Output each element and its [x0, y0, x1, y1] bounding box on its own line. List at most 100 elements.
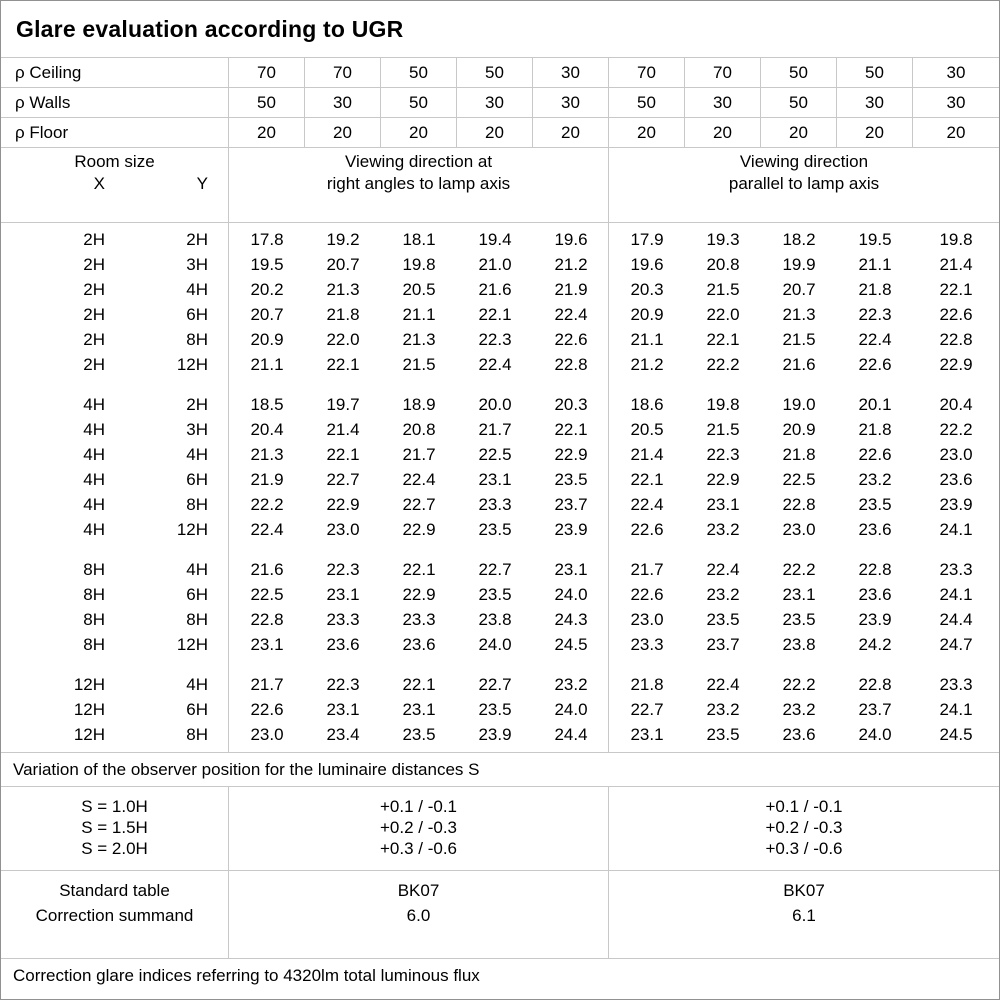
room-size-y: 6H: [186, 305, 208, 324]
reflectance-value: 20: [684, 118, 760, 147]
ugr-value: 23.6: [326, 635, 360, 654]
s-correction-right-angles: +0.3 / -0.6: [379, 839, 458, 858]
ugr-value: 22.8: [939, 330, 973, 349]
ugr-table-row: 2H 6H 20.7 21.8 21.1 22.1 22.4 20.9 22.0 21.3 22.3…: [1, 302, 999, 327]
title-row: Glare evaluation according to UGR: [1, 1, 999, 58]
room-size-y: 6H: [186, 470, 208, 489]
room-size-x: 4H: [83, 520, 105, 539]
standard-correction-parallel: 6.1: [792, 906, 816, 925]
ugr-value: 23.7: [858, 700, 892, 719]
standard-correction-label: Standard table: [59, 881, 170, 900]
ugr-value: 21.2: [554, 255, 588, 274]
ugr-value: 22.2: [782, 675, 816, 694]
room-size-x: 4H: [83, 420, 105, 439]
ugr-value: 23.7: [706, 635, 740, 654]
ugr-value: 22.1: [326, 355, 360, 374]
room-size-y: 12H: [176, 635, 208, 654]
ugr-table-row: 2H 2H 17.8 19.2 18.1 19.4 19.6 17.9 19.3 18.2 19.5…: [1, 227, 999, 252]
ugr-value: 23.6: [402, 635, 436, 654]
ugr-value: 23.5: [706, 725, 740, 744]
ugr-value: 20.8: [706, 255, 740, 274]
ugr-value: 22.8: [782, 495, 816, 514]
footer-note: Correction glare indices referring to 43…: [13, 966, 480, 985]
ugr-value: 22.5: [782, 470, 816, 489]
ugr-value: 21.8: [858, 420, 892, 439]
ugr-value: 21.2: [630, 355, 664, 374]
spacer: [208, 492, 229, 517]
ugr-value: 23.3: [939, 560, 973, 579]
divider-line-middle: [608, 223, 609, 752]
ugr-value: 21.5: [782, 330, 816, 349]
ugr-value: 19.8: [402, 255, 436, 274]
reflectance-value: 30: [912, 88, 999, 117]
ugr-value: 18.6: [630, 395, 664, 414]
parallel-heading-line1: Viewing direction: [739, 152, 869, 171]
ugr-value: 21.0: [478, 255, 512, 274]
ugr-value: 19.8: [706, 395, 740, 414]
reflectance-value: 70: [684, 58, 760, 87]
ugr-value: 20.3: [554, 395, 588, 414]
ugr-value: 23.9: [858, 610, 892, 629]
ugr-table-row: 12H 4H 21.7 22.3 22.1 22.7 23.2 21.8 22.4 22.2 22.…: [1, 672, 999, 697]
room-size-y: 3H: [186, 255, 208, 274]
spacer: [208, 227, 229, 252]
ugr-value: 22.7: [326, 470, 360, 489]
reflectance-value: 30: [684, 88, 760, 117]
ugr-value: 22.9: [326, 495, 360, 514]
right-angles-heading: Viewing direction at right angles to lam…: [228, 148, 608, 222]
ugr-value: 23.1: [326, 700, 360, 719]
ugr-value: 22.6: [554, 330, 588, 349]
spacer: [208, 557, 229, 582]
ugr-value: 17.9: [630, 230, 664, 249]
room-size-x: 2H: [83, 330, 105, 349]
room-size-x: 4H: [83, 445, 105, 464]
ugr-value: 23.9: [939, 495, 973, 514]
ugr-value: 23.1: [478, 470, 512, 489]
ugr-value: 22.6: [939, 305, 973, 324]
ugr-value: 22.3: [478, 330, 512, 349]
standard-correction-right-angles-values: BK07 6.0: [228, 871, 608, 958]
ugr-table-row: 2H 3H 19.5 20.7 19.8 21.0 21.2 19.6 20.8 19.9 21.1…: [1, 252, 999, 277]
ugr-value: 21.1: [402, 305, 436, 324]
ugr-value: 19.2: [326, 230, 360, 249]
ugr-value: 21.7: [630, 560, 664, 579]
ugr-value: 24.1: [939, 585, 973, 604]
ugr-value: 23.5: [782, 610, 816, 629]
ugr-value: 21.5: [402, 355, 436, 374]
ugr-value: 22.4: [250, 520, 284, 539]
ugr-value: 22.9: [402, 520, 436, 539]
ugr-value: 23.2: [858, 470, 892, 489]
standard-correction-section: Standard table Correction summand BK07 6.0…: [1, 871, 999, 959]
ugr-value: 22.6: [858, 355, 892, 374]
reflectance-value: 30: [456, 88, 532, 117]
ugr-value: 23.5: [478, 700, 512, 719]
ugr-value: 22.5: [250, 585, 284, 604]
ugr-table-row: 4H 2H 18.5 19.7 18.9 20.0 20.3 18.6 19.8 19.0 20.1…: [1, 392, 999, 417]
ugr-value: 23.2: [782, 700, 816, 719]
ugr-value: 19.0: [782, 395, 816, 414]
reflectance-row: ρ Ceiling 70 70 50 50 30 70 70 50 50 30: [1, 58, 999, 88]
ugr-value: 23.3: [478, 495, 512, 514]
ugr-value: 24.2: [858, 635, 892, 654]
room-size-x: 2H: [83, 230, 105, 249]
ugr-value: 23.2: [706, 520, 740, 539]
reflectance-value: 50: [456, 58, 532, 87]
ugr-value: 23.2: [706, 585, 740, 604]
ugr-value: 23.1: [326, 585, 360, 604]
ugr-value: 22.6: [630, 520, 664, 539]
s-variation-labels: S = 1.0H S = 1.5H S = 2.0H: [1, 787, 228, 870]
room-size-y: 4H: [186, 280, 208, 299]
s-distance-label: S = 1.5H: [81, 818, 148, 837]
reflectance-value: 70: [228, 58, 304, 87]
xy-labels: X Y: [1, 173, 228, 195]
spacer: [208, 607, 229, 632]
room-size-x: 8H: [83, 585, 105, 604]
standard-correction-parallel: BK07: [783, 881, 825, 900]
ugr-table-row: 8H 8H 22.8 23.3 23.3 23.8 24.3 23.0 23.5 23.5 23.9…: [1, 607, 999, 632]
ugr-value: 20.4: [250, 420, 284, 439]
ugr-value: 23.6: [858, 585, 892, 604]
ugr-row-group: 12H 4H 21.7 22.3 22.1 22.7 23.2 21.8 22.4 22.2 22.…: [1, 672, 999, 747]
ugr-value: 23.5: [858, 495, 892, 514]
ugr-value: 20.7: [326, 255, 360, 274]
ugr-value: 23.1: [630, 725, 664, 744]
